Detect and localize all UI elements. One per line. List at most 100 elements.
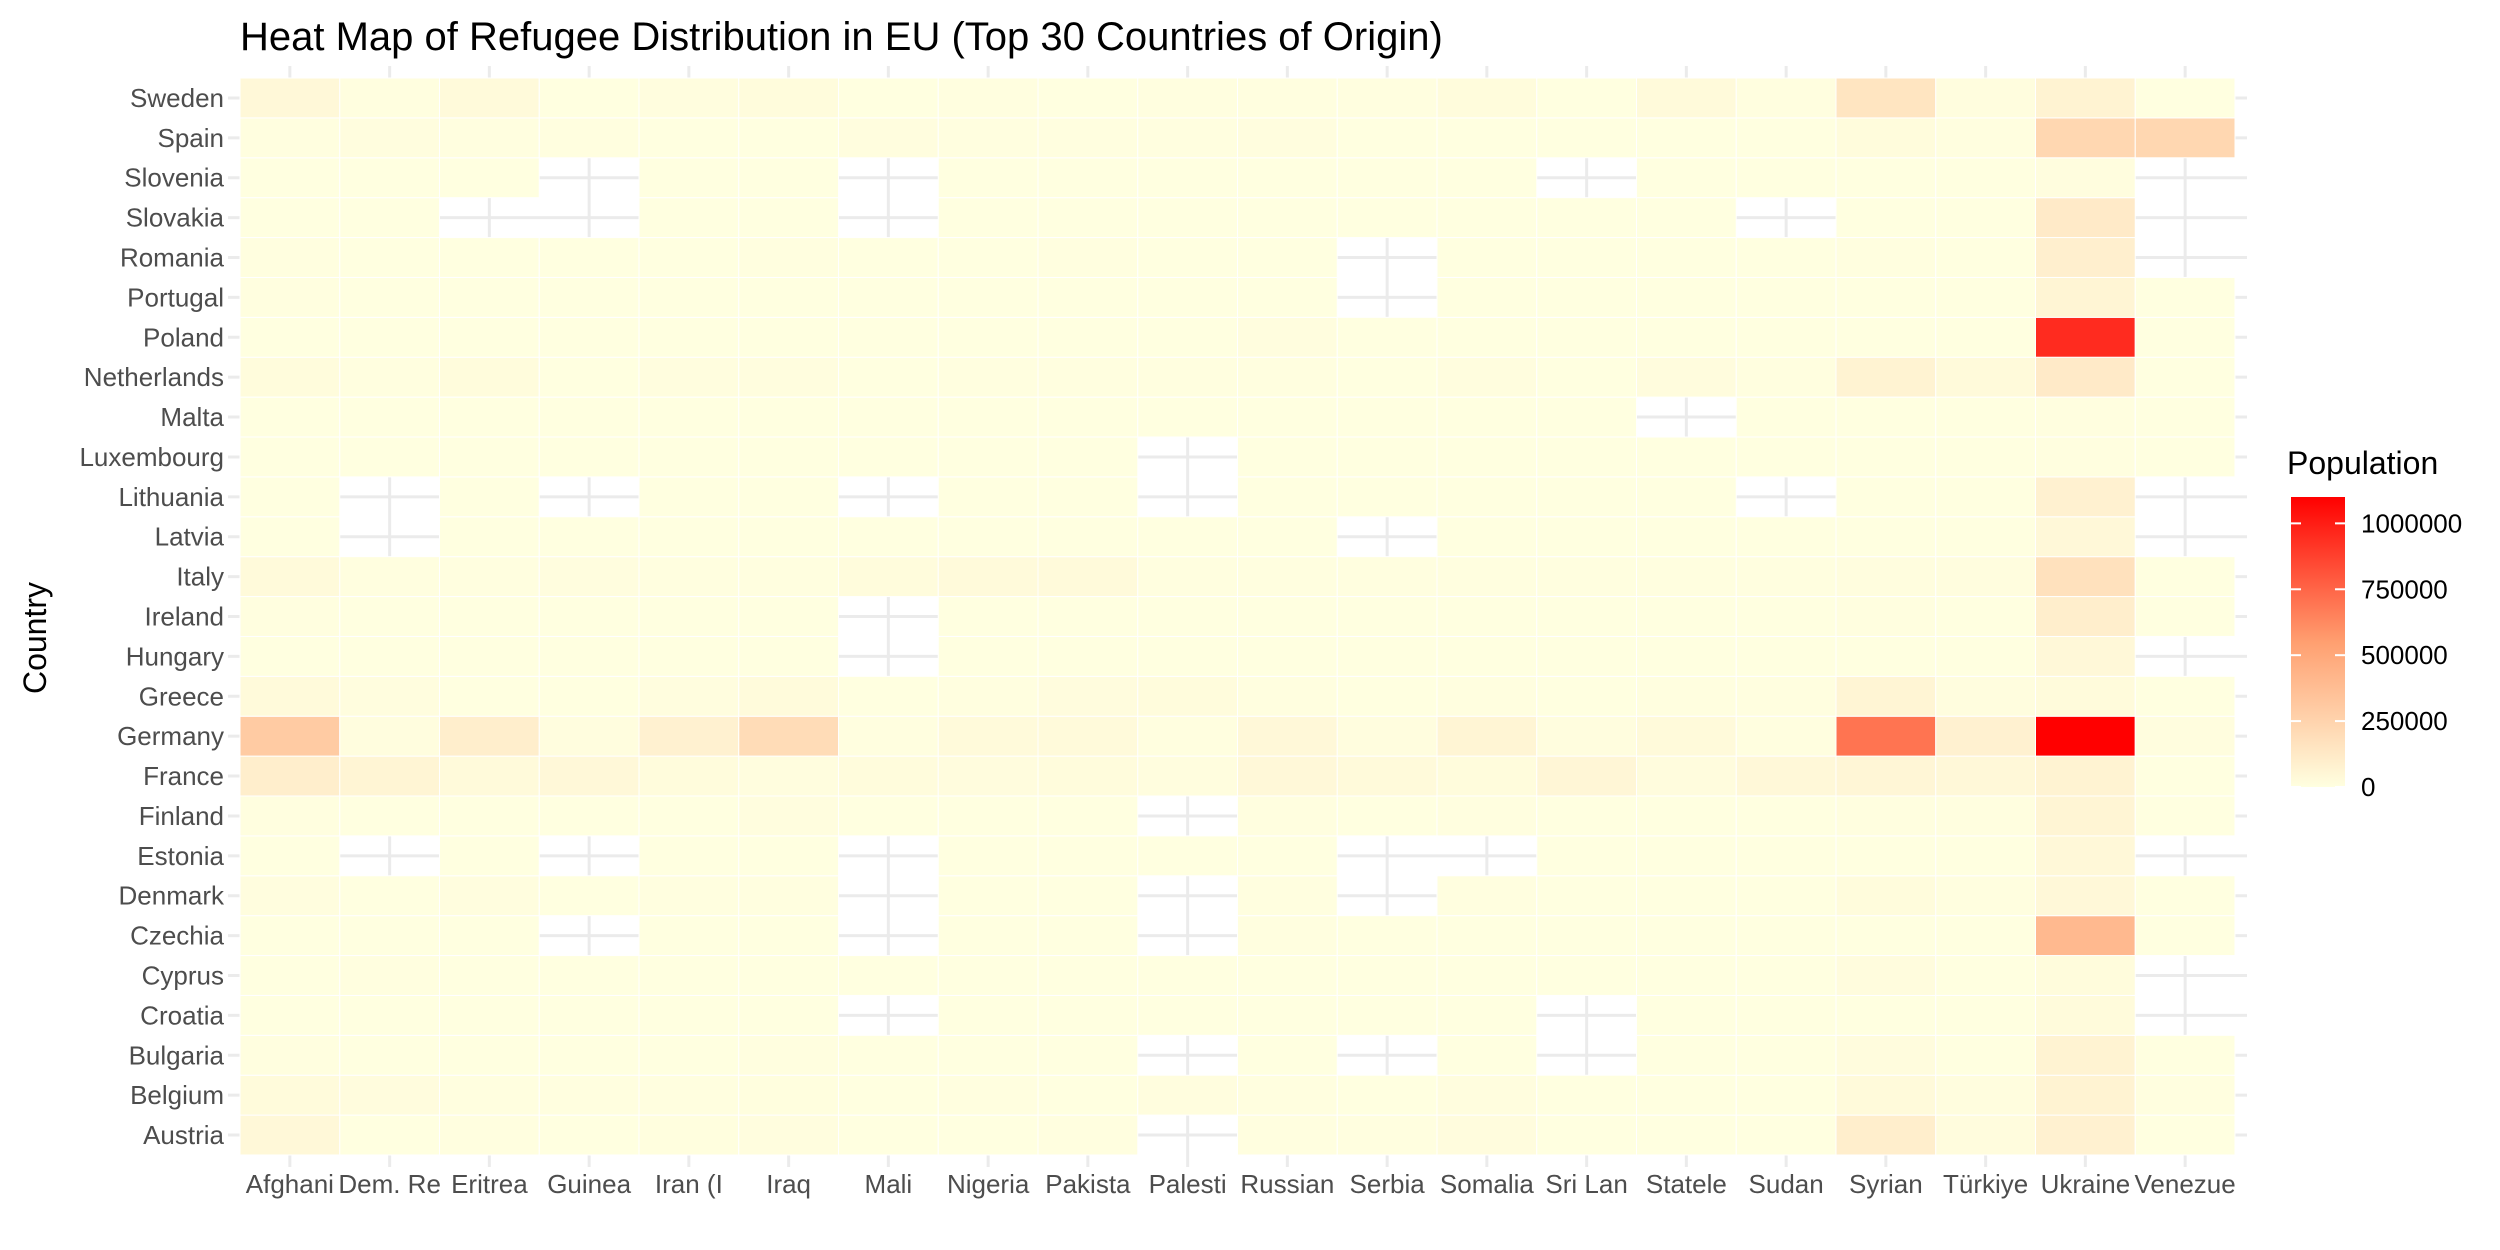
heatmap-cell <box>1237 77 1338 119</box>
heatmap-cell <box>838 356 939 398</box>
heatmap-cell <box>439 875 540 917</box>
y-tick-label: Croatia <box>140 1000 224 1030</box>
x-tick-label: Eritrea <box>451 1169 528 1199</box>
heatmap-cell <box>638 795 740 837</box>
heatmap-cell <box>937 157 1039 199</box>
legend-tick-label: 500000 <box>2361 640 2448 670</box>
heatmap-cell <box>339 556 440 598</box>
heatmap-cell <box>2035 1074 2136 1116</box>
heatmap-cell <box>339 955 440 996</box>
heatmap-cell <box>638 436 740 478</box>
heatmap-cell <box>1536 356 1637 398</box>
y-tick-label: Romania <box>120 243 225 273</box>
heatmap-cell <box>1336 994 1438 1036</box>
heatmap-cell <box>1735 835 1837 877</box>
heatmap-cell <box>738 994 839 1036</box>
heatmap-cell <box>1935 715 2036 757</box>
heatmap-cell <box>538 436 640 478</box>
heatmap-cell <box>738 356 839 398</box>
heatmap-cell <box>1137 316 1238 358</box>
heatmap-cell <box>239 835 341 877</box>
y-tick-label: Hungary <box>126 641 224 671</box>
heatmap-cell <box>1935 915 2036 957</box>
heatmap-cell <box>1436 875 1538 917</box>
heatmap-cell <box>738 436 839 478</box>
heatmap-cell <box>1636 356 1737 398</box>
heatmap-cell <box>937 356 1039 398</box>
heatmap-cell <box>239 795 341 837</box>
heatmap-cell <box>738 795 839 837</box>
heatmap-cell <box>1935 276 2036 318</box>
y-tick-label: Bulgaria <box>129 1040 225 1070</box>
heatmap-cell <box>1237 635 1338 677</box>
heatmap-cell <box>1137 157 1238 199</box>
x-tick-label: Mali <box>865 1169 913 1199</box>
heatmap-cell <box>1436 1034 1538 1076</box>
heatmap-cell <box>1536 715 1637 757</box>
heatmap-cell <box>1636 197 1737 239</box>
x-tick-label: Ukraine <box>2041 1169 2131 1199</box>
heatmap-cell <box>1137 117 1238 159</box>
heatmap-cell <box>738 715 839 757</box>
heatmap-cell <box>2035 276 2136 318</box>
heatmap-cell <box>1037 117 1139 159</box>
x-tick-label: Syrian <box>1849 1169 1923 1199</box>
heatmap-cell <box>239 197 341 239</box>
heatmap-cell <box>1436 276 1538 318</box>
heatmap-cell <box>1835 556 1937 598</box>
heatmap-cell <box>1137 276 1238 318</box>
heatmap-cell <box>838 1074 939 1116</box>
heatmap-cell <box>1137 197 1238 239</box>
heatmap-cell <box>738 197 839 239</box>
heatmap-cell <box>638 1034 740 1076</box>
x-tick-label: Dem. Re <box>338 1169 441 1199</box>
heatmap-cell <box>1935 1114 2036 1156</box>
heatmap-cell <box>1536 635 1637 677</box>
heatmap-cell <box>339 596 440 637</box>
heatmap-cell <box>1037 77 1139 119</box>
heatmap-cell <box>1636 556 1737 598</box>
heatmap-cell <box>1835 197 1937 239</box>
heatmap-cell <box>439 675 540 717</box>
heatmap-cell <box>838 237 939 278</box>
heatmap-cell <box>1037 436 1139 478</box>
heatmap-cell <box>1735 1114 1837 1156</box>
heatmap-cell <box>2035 436 2136 478</box>
heatmap-cell <box>339 197 440 239</box>
heatmap-cell <box>937 117 1039 159</box>
y-tick-label: Lithuania <box>118 482 224 512</box>
heatmap-cell <box>2035 875 2136 917</box>
heatmap-cell <box>638 715 740 757</box>
heatmap-cell <box>638 675 740 717</box>
y-tick-label: Finland <box>139 801 224 831</box>
heatmap-cell <box>1237 117 1338 159</box>
heatmap-cell <box>1237 875 1338 917</box>
heatmap-cell <box>1735 1034 1837 1076</box>
heatmap-cell <box>1237 795 1338 837</box>
heatmap-cell <box>439 1114 540 1156</box>
heatmap-cell <box>2035 396 2136 438</box>
x-tick-label: Nigeria <box>947 1169 1030 1199</box>
heatmap-cell <box>937 795 1039 837</box>
heatmap-cell <box>339 715 440 757</box>
heatmap-cell <box>838 715 939 757</box>
heatmap-cell <box>239 316 341 358</box>
heatmap-cell <box>738 835 839 877</box>
heatmap-cell <box>1735 715 1837 757</box>
heatmap-cell <box>638 835 740 877</box>
heatmap-cell <box>838 436 939 478</box>
heatmap-cell <box>339 635 440 677</box>
heatmap-cell <box>339 1034 440 1076</box>
y-tick-label: Portugal <box>127 282 224 312</box>
heatmap-cell <box>937 516 1039 558</box>
heatmap-cell <box>1636 715 1737 757</box>
heatmap-cell <box>439 955 540 996</box>
heatmap-cell <box>1037 596 1139 637</box>
heatmap-cell <box>1935 955 2036 996</box>
heatmap-cell <box>1436 675 1538 717</box>
heatmap-cell <box>439 755 540 797</box>
heatmap-cell <box>1137 715 1238 757</box>
heatmap-cell <box>1436 715 1538 757</box>
y-tick-label: Slovakia <box>126 203 225 233</box>
heatmap-cell <box>1436 635 1538 677</box>
